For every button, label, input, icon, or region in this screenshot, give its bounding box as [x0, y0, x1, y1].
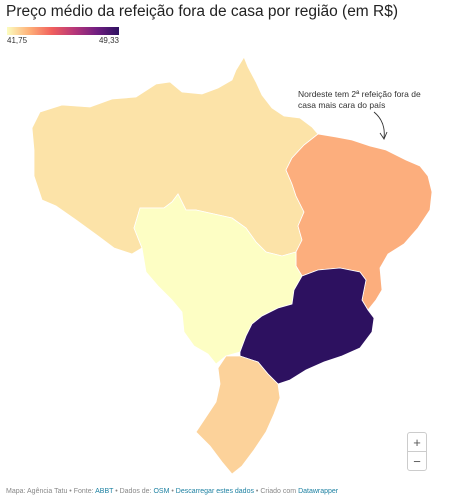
footer-separator: •	[67, 488, 74, 495]
created-prefix: Criado com	[260, 488, 299, 495]
source-link[interactable]: ABBT	[95, 488, 114, 495]
legend-min-label: 41,75	[7, 36, 28, 45]
chart-title: Preço médio da refeição fora de casa por…	[6, 3, 399, 20]
color-legend: 41,75 49,33	[7, 27, 119, 45]
footer-credits: Mapa: Agência Tatu • Fonte: ABBT • Dados…	[6, 488, 338, 495]
footer-separator: •	[113, 488, 120, 495]
footer-separator: •	[169, 488, 176, 495]
osm-link[interactable]: OSM	[153, 488, 170, 495]
map-credit: Mapa: Agência Tatu	[6, 488, 68, 495]
data-prefix: Dados de:	[119, 488, 154, 495]
annotation-arrowhead	[379, 131, 388, 140]
footer-separator: •	[253, 488, 261, 495]
annotation-nordeste: Nordeste tem 2ª refeição fora de casa ma…	[298, 89, 421, 110]
source-prefix: Fonte:	[73, 488, 96, 495]
legend-gradient-bar	[7, 27, 119, 35]
zoom-out-button[interactable]: −	[408, 451, 426, 470]
datawrapper-link[interactable]: Datawrapper	[298, 488, 339, 495]
zoom-in-button[interactable]: +	[413, 434, 421, 450]
region-sudeste[interactable]	[239, 267, 375, 385]
zoom-controls: + −	[407, 432, 427, 471]
legend-max-label: 49,33	[98, 36, 119, 45]
annotation-arrow	[373, 111, 385, 139]
region-sul[interactable]	[195, 355, 281, 475]
download-data-link[interactable]: Descarregar estes dados	[175, 488, 254, 495]
